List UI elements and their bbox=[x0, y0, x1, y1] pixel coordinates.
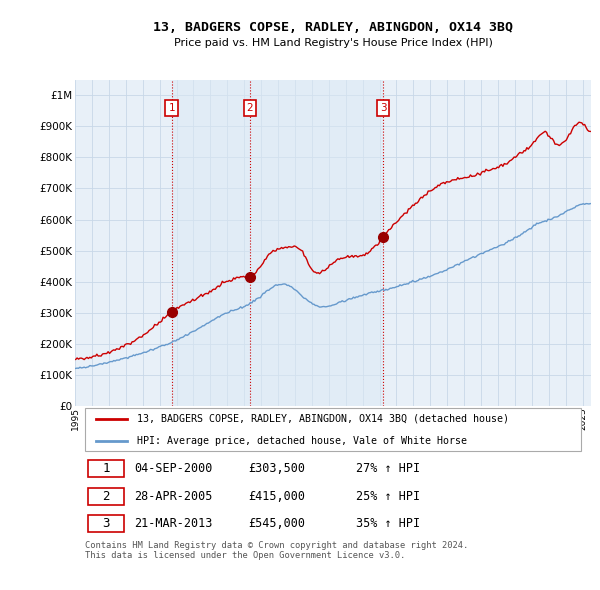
FancyBboxPatch shape bbox=[88, 488, 124, 505]
Text: 3: 3 bbox=[380, 103, 386, 113]
Text: 3: 3 bbox=[102, 517, 110, 530]
Bar bbox=[172, 80, 250, 406]
Text: HPI: Average price, detached house, Vale of White Horse: HPI: Average price, detached house, Vale… bbox=[137, 435, 467, 445]
Text: 13, BADGERS COPSE, RADLEY, ABINGDON, OX14 3BQ (detached house): 13, BADGERS COPSE, RADLEY, ABINGDON, OX1… bbox=[137, 414, 509, 424]
Text: £415,000: £415,000 bbox=[248, 490, 305, 503]
FancyBboxPatch shape bbox=[88, 460, 124, 477]
Text: 21-MAR-2013: 21-MAR-2013 bbox=[134, 517, 213, 530]
FancyBboxPatch shape bbox=[85, 408, 581, 451]
Text: 13, BADGERS COPSE, RADLEY, ABINGDON, OX14 3BQ: 13, BADGERS COPSE, RADLEY, ABINGDON, OX1… bbox=[153, 21, 513, 34]
Text: Price paid vs. HM Land Registry's House Price Index (HPI): Price paid vs. HM Land Registry's House … bbox=[173, 38, 493, 48]
Text: £303,500: £303,500 bbox=[248, 462, 305, 475]
Text: 04-SEP-2000: 04-SEP-2000 bbox=[134, 462, 213, 475]
Text: 28-APR-2005: 28-APR-2005 bbox=[134, 490, 213, 503]
Text: 2: 2 bbox=[247, 103, 253, 113]
Text: 2: 2 bbox=[102, 490, 110, 503]
Bar bbox=[250, 80, 383, 406]
Text: 25% ↑ HPI: 25% ↑ HPI bbox=[356, 490, 421, 503]
Text: 1: 1 bbox=[102, 462, 110, 475]
FancyBboxPatch shape bbox=[88, 515, 124, 532]
Text: 27% ↑ HPI: 27% ↑ HPI bbox=[356, 462, 421, 475]
Text: £545,000: £545,000 bbox=[248, 517, 305, 530]
Text: 35% ↑ HPI: 35% ↑ HPI bbox=[356, 517, 421, 530]
Text: 1: 1 bbox=[169, 103, 175, 113]
Text: Contains HM Land Registry data © Crown copyright and database right 2024.
This d: Contains HM Land Registry data © Crown c… bbox=[85, 541, 469, 560]
